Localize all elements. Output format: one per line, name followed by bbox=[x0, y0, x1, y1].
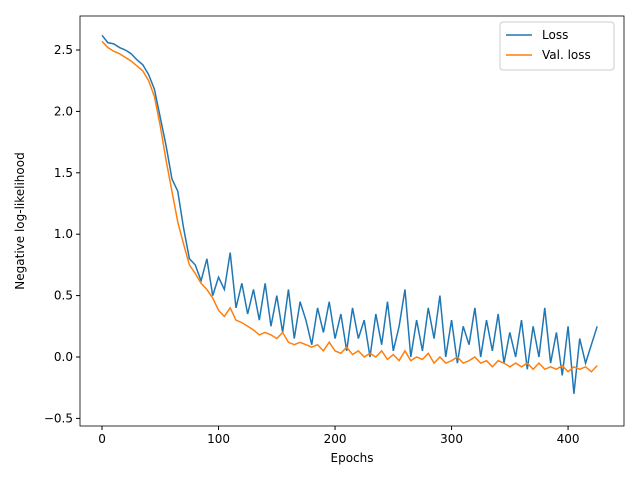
x-tick-label: 300 bbox=[440, 432, 463, 446]
legend-box bbox=[499, 21, 615, 71]
y-tick-label: 1.0 bbox=[54, 227, 73, 241]
y-tick-label: 1.5 bbox=[54, 166, 73, 180]
y-axis-label: Negative log-likelihood bbox=[13, 152, 27, 289]
y-tick-label: 0.5 bbox=[54, 289, 73, 303]
legend-label: Val. loss bbox=[542, 48, 591, 62]
x-tick-label: 100 bbox=[207, 432, 230, 446]
x-tick-label: 400 bbox=[557, 432, 580, 446]
x-tick-label: 200 bbox=[324, 432, 347, 446]
y-tick-label: −0.5 bbox=[44, 411, 73, 425]
series-line bbox=[101, 34, 598, 394]
y-tick-label: 0.0 bbox=[54, 350, 73, 364]
series-line bbox=[101, 40, 598, 373]
plot-frame bbox=[79, 15, 625, 427]
x-axis-label: Epochs bbox=[331, 451, 374, 465]
y-tick-label: 2.0 bbox=[54, 104, 73, 118]
x-tick-label: 0 bbox=[98, 432, 106, 446]
y-tick-label: 2.5 bbox=[54, 43, 73, 57]
legend-label: Loss bbox=[542, 28, 568, 42]
